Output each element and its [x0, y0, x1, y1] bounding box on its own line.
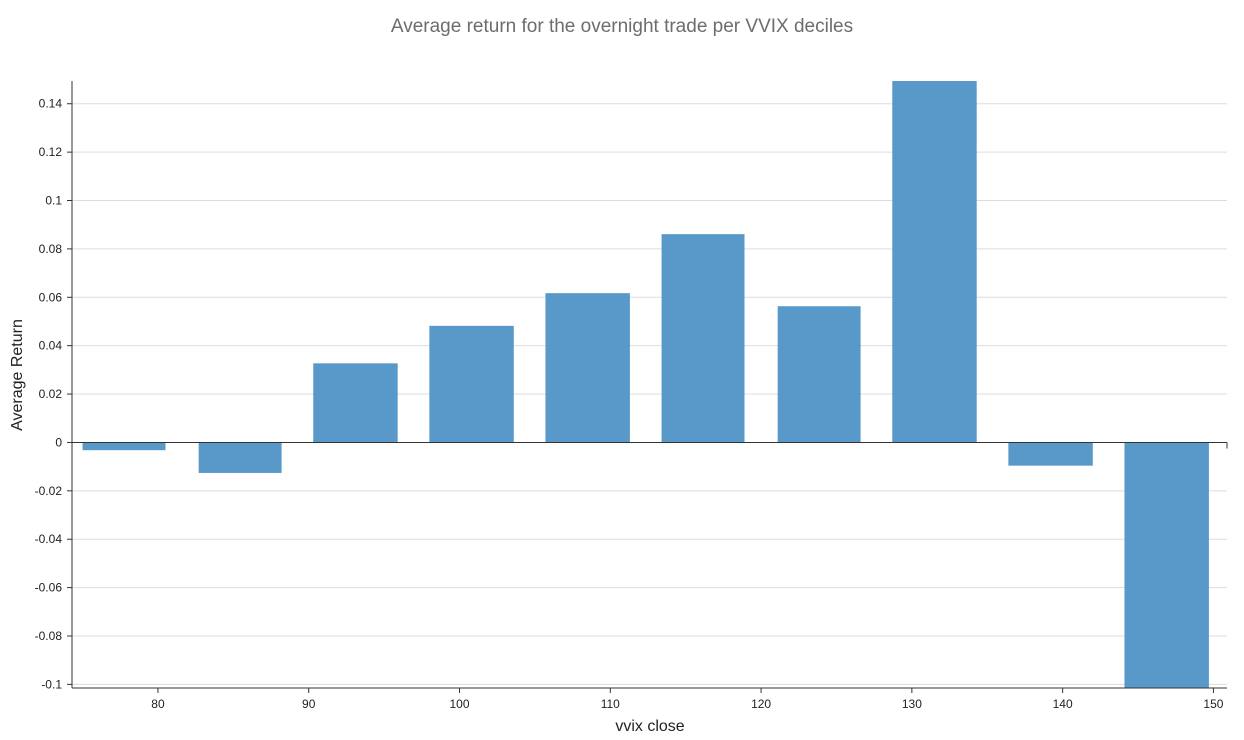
y-tick-label: 0.14: [39, 97, 63, 111]
y-axis-title: Average Return: [9, 319, 26, 431]
y-tick-label: 0.08: [39, 242, 63, 256]
bar[interactable]: [429, 325, 514, 443]
bars: [82, 81, 1209, 688]
y-tick-label: 0.12: [39, 145, 63, 159]
bar[interactable]: [313, 363, 398, 443]
x-tick-label: 140: [1053, 697, 1073, 711]
x-tick-label: 80: [151, 697, 165, 711]
x-axis-title: vvix close: [615, 718, 684, 735]
x-tick-label: 150: [1203, 697, 1223, 711]
y-tick-label: 0.04: [39, 339, 63, 353]
y-tick-label: 0: [55, 435, 62, 449]
x-tick-label: 130: [902, 697, 922, 711]
bar[interactable]: [1008, 442, 1093, 466]
x-tick-label: 110: [601, 697, 620, 711]
x-tick-label: 90: [302, 697, 316, 711]
y-tick-label: -0.06: [35, 581, 63, 595]
bar[interactable]: [82, 442, 166, 451]
bar[interactable]: [1124, 442, 1209, 688]
x-tick-label: 100: [449, 697, 469, 711]
bar[interactable]: [661, 234, 745, 443]
chart-title: Average return for the overnight trade p…: [390, 16, 854, 37]
y-tick-label: -0.02: [35, 484, 63, 498]
y-tick-label: 0.02: [39, 387, 63, 401]
axes: -0.1 -0.08 -0.06 -0.04 -0.02 0 0.02 0.04 0.06 0.0…: [35, 81, 1228, 711]
y-tick-label: -0.1: [41, 677, 62, 691]
bar[interactable]: [545, 293, 630, 443]
bar[interactable]: [198, 442, 282, 473]
bar[interactable]: [892, 81, 977, 443]
y-tick-label: 0.06: [39, 290, 63, 304]
y-tick-label: -0.08: [35, 629, 63, 643]
y-tick-label: 0.1: [45, 194, 62, 208]
grid-lines: [72, 103, 1227, 685]
bar[interactable]: [777, 306, 861, 443]
y-tick-label: -0.04: [35, 532, 63, 546]
x-tick-label: 120: [751, 697, 771, 711]
